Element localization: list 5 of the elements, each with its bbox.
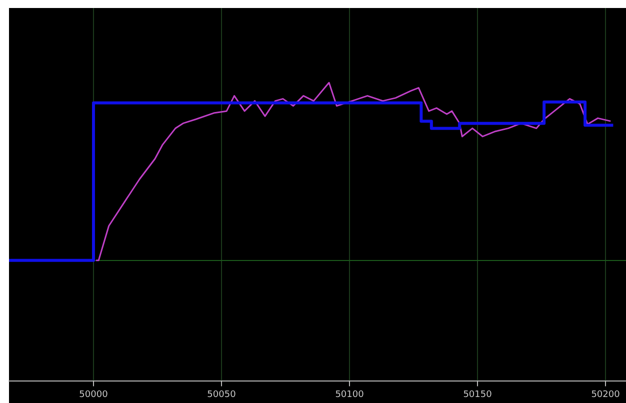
x-tick-label: 50100 bbox=[335, 390, 364, 400]
x-tick-label: 50150 bbox=[463, 390, 492, 400]
x-tick-label: 50050 bbox=[207, 390, 236, 400]
x-tick-label: 50200 bbox=[591, 390, 620, 400]
x-tick-label: 50000 bbox=[79, 390, 108, 400]
